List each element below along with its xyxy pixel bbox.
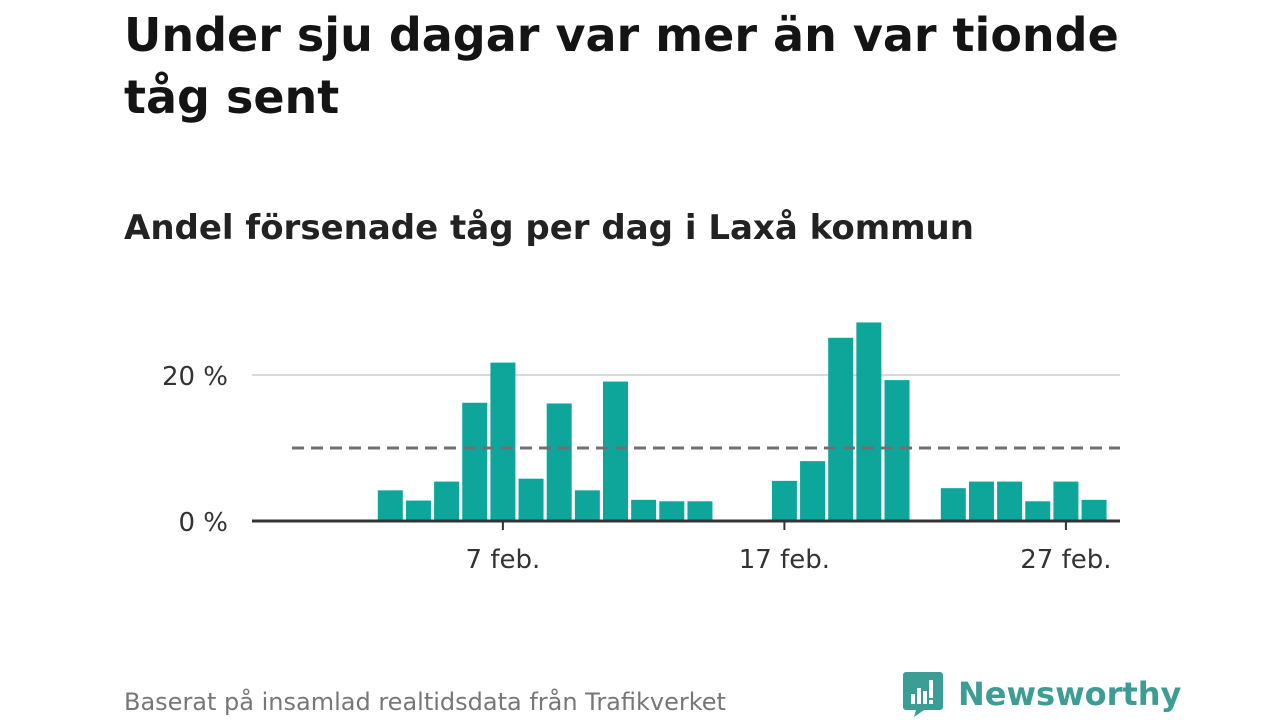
chart-title: Under sju dagar var mer än var tionde tå…: [124, 8, 1119, 124]
bar: [405, 500, 431, 521]
bar: [828, 337, 854, 521]
chart-subtitle: Andel försenade tåg per dag i Laxå kommu…: [124, 208, 974, 248]
bar: [1053, 481, 1079, 521]
bar: [687, 501, 713, 521]
bars: [377, 322, 1107, 521]
bar: [462, 402, 488, 521]
bar: [884, 380, 910, 521]
bar: [631, 499, 657, 521]
bar: [377, 490, 403, 521]
bar: [800, 461, 826, 521]
bar: [546, 403, 572, 521]
y-tick-label: 0 %: [178, 508, 228, 538]
bar: [603, 381, 628, 521]
bar-chart: 0 % 20 % 7 feb. 17 feb. 27 feb.: [162, 322, 1121, 575]
y-tick-label: 20 %: [162, 362, 228, 392]
x-tick-label: 27 feb.: [1020, 545, 1111, 575]
bar: [659, 501, 685, 521]
brand-name: Newsworthy: [958, 675, 1182, 713]
bar: [1025, 501, 1051, 521]
axes: 0 % 20 % 7 feb. 17 feb. 27 feb.: [162, 362, 1120, 575]
brand-logo: Newsworthy: [902, 670, 1181, 718]
x-tick-label: 7 feb.: [466, 545, 541, 575]
bar: [856, 322, 882, 521]
bar: [1081, 499, 1107, 521]
bar: [518, 478, 544, 521]
source-note: Baserat på insamlad realtidsdata från Tr…: [124, 688, 726, 716]
bar: [997, 481, 1023, 521]
newsworthy-logo-icon: [903, 672, 943, 717]
bar: [771, 480, 797, 521]
bar: [940, 488, 966, 521]
bar: [490, 362, 516, 521]
bar: [434, 481, 460, 521]
bar: [574, 490, 600, 521]
bar: [968, 481, 994, 521]
x-tick-label: 17 feb.: [739, 545, 830, 575]
